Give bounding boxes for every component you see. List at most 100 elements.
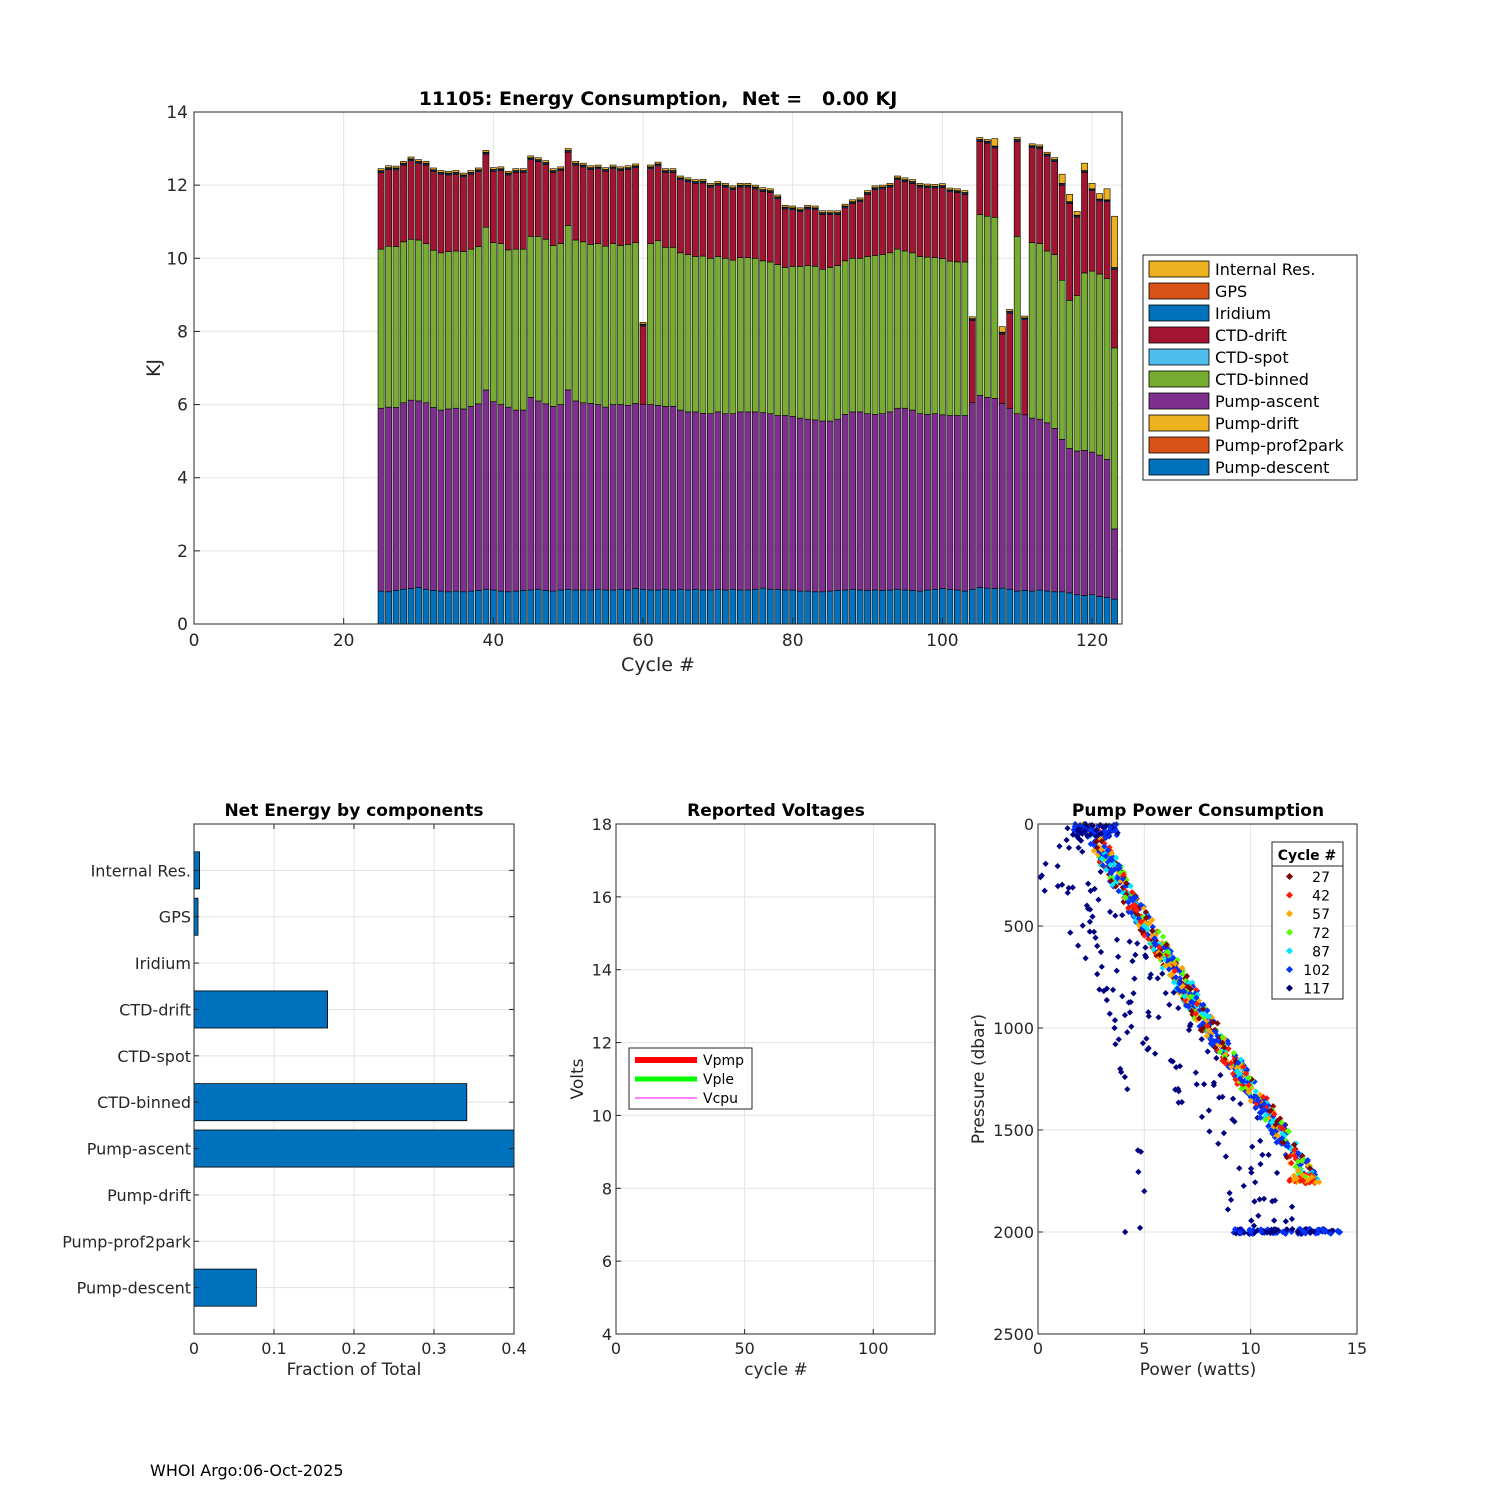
energy-bar-segment bbox=[602, 589, 609, 625]
energy-bar-segment bbox=[512, 248, 520, 411]
energy-bar-segment bbox=[587, 244, 595, 404]
energy-tick-label-y: 8 bbox=[177, 322, 188, 342]
energy-bar-segment bbox=[400, 588, 407, 625]
energy-bar-segment bbox=[811, 419, 819, 593]
pump-point bbox=[1216, 1048, 1224, 1056]
energy-bar-segment bbox=[774, 264, 782, 416]
energy-bar-segment bbox=[684, 254, 692, 413]
energy-bar-segment bbox=[572, 589, 580, 625]
energy-bar-segment bbox=[856, 197, 864, 201]
energy-bar-segment bbox=[385, 165, 392, 168]
pump-legend-label: 42 bbox=[1312, 889, 1330, 905]
pump-point bbox=[1125, 899, 1132, 906]
energy-bar-segment bbox=[707, 186, 714, 259]
pump-point bbox=[1231, 1118, 1238, 1125]
energy-bar-segment bbox=[377, 407, 385, 592]
pump-point bbox=[1282, 1218, 1289, 1225]
energy-bar-segment bbox=[669, 247, 677, 407]
energy-ticks: 0 20 40 60 80 100 120 0 2 4 6 8 10 12 14 bbox=[166, 103, 1108, 651]
pump-point bbox=[1143, 1035, 1150, 1042]
energy-bar-segment bbox=[864, 413, 871, 591]
energy-bar-segment bbox=[1111, 598, 1118, 625]
pump-point bbox=[1098, 838, 1105, 845]
pump-point bbox=[1086, 906, 1094, 913]
energy-bar-segment bbox=[789, 209, 797, 267]
pump-point bbox=[1142, 944, 1149, 951]
pump-point bbox=[1256, 1196, 1263, 1203]
pump-point bbox=[1079, 848, 1086, 855]
energy-bar-segment bbox=[774, 198, 782, 265]
energy-bar-segment bbox=[437, 590, 445, 625]
pump-point bbox=[1149, 923, 1156, 931]
pump-point bbox=[1248, 1217, 1255, 1224]
components-bars bbox=[193, 851, 515, 1307]
pump-point bbox=[1056, 843, 1063, 850]
voltages-tick-label-y: 8 bbox=[602, 1179, 612, 1198]
energy-bar-segment bbox=[669, 168, 677, 171]
energy-bar-segment bbox=[1058, 184, 1066, 281]
energy-ylabel: KJ bbox=[143, 359, 165, 377]
energy-bar-segment bbox=[475, 171, 482, 247]
energy-bar-segment bbox=[871, 414, 879, 591]
energy-bar-segment bbox=[699, 589, 707, 625]
pump-point bbox=[1288, 1159, 1295, 1167]
energy-bar-segment bbox=[916, 590, 924, 625]
energy-bar-segment bbox=[856, 411, 864, 591]
pump-point bbox=[1054, 882, 1061, 890]
energy-bar-segment bbox=[849, 199, 856, 202]
energy-bar-segment bbox=[894, 588, 901, 625]
pump-point bbox=[1187, 985, 1194, 993]
energy-bar-segment bbox=[826, 210, 834, 213]
pump-tick-label-x: 0 bbox=[1033, 1339, 1043, 1358]
energy-bar-segment bbox=[617, 404, 624, 590]
pump-point bbox=[1240, 1078, 1247, 1085]
energy-bar-segment bbox=[909, 183, 916, 254]
energy-bar-segment bbox=[729, 588, 737, 625]
energy-bar-segment bbox=[632, 167, 639, 243]
pump-axes-box bbox=[1037, 823, 1358, 1335]
energy-bar-segment bbox=[407, 160, 415, 240]
energy-bar-segment bbox=[692, 411, 699, 590]
energy-bar-segment bbox=[430, 407, 437, 591]
energy-bar-segment bbox=[400, 164, 407, 243]
energy-bar-segment bbox=[534, 157, 542, 160]
energy-bar-segment bbox=[1066, 300, 1073, 449]
pump-point bbox=[1252, 1179, 1259, 1186]
pump-point bbox=[1178, 1099, 1185, 1106]
energy-bar-segment bbox=[609, 589, 617, 625]
components-tick-label-x: 0.2 bbox=[341, 1339, 366, 1358]
pump-point bbox=[1240, 1182, 1247, 1190]
pump-point bbox=[1156, 951, 1163, 958]
pump-point bbox=[1115, 862, 1122, 869]
energy-bar-segment bbox=[1088, 270, 1096, 453]
energy-bar-segment bbox=[430, 167, 437, 171]
energy-bar-segment bbox=[804, 265, 812, 420]
energy-bar-segment bbox=[512, 172, 520, 250]
energy-bar-segment bbox=[939, 258, 946, 416]
components-tick-label-x: 0.1 bbox=[261, 1339, 286, 1358]
pump-point bbox=[1124, 1086, 1131, 1093]
pump-point bbox=[1149, 927, 1156, 934]
energy-tick-label-y: 2 bbox=[177, 542, 188, 562]
energy-bar-segment bbox=[430, 171, 437, 251]
energy-bar-segment bbox=[1081, 595, 1088, 625]
energy-bar-segment bbox=[407, 588, 415, 625]
energy-bar-segment bbox=[811, 266, 819, 421]
pump-legend-label: 87 bbox=[1312, 944, 1330, 960]
energy-bar-segment bbox=[714, 411, 722, 590]
energy-bar-segment bbox=[834, 590, 841, 625]
energy-bar-segment bbox=[647, 243, 654, 405]
energy-bar-segment bbox=[811, 591, 819, 625]
energy-bar-segment bbox=[385, 591, 392, 625]
pump-point bbox=[1236, 1228, 1244, 1236]
energy-bar-segment bbox=[587, 165, 595, 168]
energy-bar-segment bbox=[991, 588, 999, 625]
pump-point bbox=[1086, 918, 1094, 925]
energy-bar-segment bbox=[1043, 155, 1051, 252]
pump-point bbox=[1192, 1069, 1199, 1076]
energy-bar-segment bbox=[796, 207, 804, 210]
energy-bar-segment bbox=[729, 185, 737, 189]
energy-bar-segment bbox=[961, 261, 969, 416]
energy-bar-segment bbox=[781, 267, 789, 416]
energy-bar-segment bbox=[692, 183, 699, 257]
